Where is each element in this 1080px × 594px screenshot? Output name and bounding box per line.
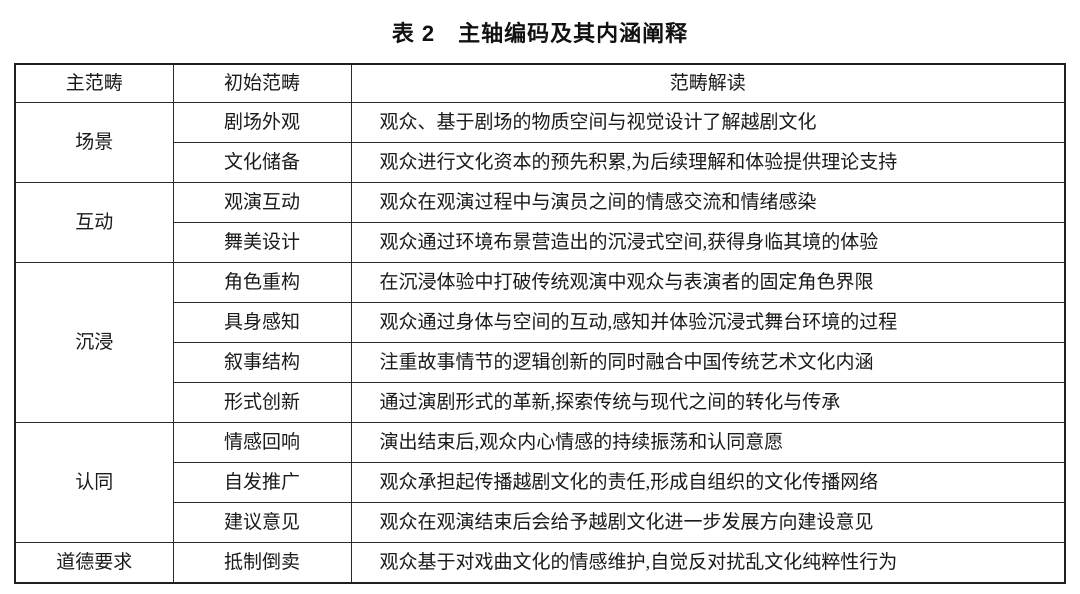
- initial-category-cell: 情感回响: [172, 422, 352, 463]
- header-main-category: 主范畴: [14, 63, 174, 103]
- table-row: 场景 剧场外观 观众、基于剧场的物质空间与视觉设计了解越剧文化: [14, 102, 1066, 183]
- table-row: 建议意见 观众在观演结束后会给予越剧文化进一步发展方向建设意见: [15, 502, 1066, 543]
- initial-category-cell: 抵制倒卖: [172, 542, 352, 584]
- main-category-cell: 道德要求: [14, 542, 174, 584]
- interpretation-cell: 通过演剧形式的革新,探索传统与现代之间的转化与传承: [350, 382, 1066, 423]
- interpretation-cell: 观众承担起传播越剧文化的责任,形成自组织的文化传播网络: [350, 462, 1066, 503]
- table-body: 场景 剧场外观 观众、基于剧场的物质空间与视觉设计了解越剧文化 文化储备 观众进行文化资…: [14, 102, 1066, 584]
- interpretation-cell: 观众基于对戏曲文化的情感维护,自觉反对扰乱文化纯粹性行为: [350, 542, 1066, 584]
- table-row: 互动 观演互动 观众在观演过程中与演员之间的情感交流和情绪感染: [14, 182, 1066, 263]
- initial-category-cell: 舞美设计: [172, 222, 352, 263]
- interpretation-cell: 观众、基于剧场的物质空间与视觉设计了解越剧文化: [350, 102, 1066, 143]
- table-row: 具身感知 观众通过身体与空间的互动,感知并体验沉浸式舞台环境的过程: [15, 302, 1066, 343]
- interpretation-cell: 观众在观演过程中与演员之间的情感交流和情绪感染: [350, 182, 1066, 223]
- axial-coding-table: 主范畴 初始范畴 范畴解读 场景 剧场外观 观众、基于剧场的物质空间与视觉设计了解越…: [14, 63, 1066, 584]
- main-category-cell: 沉浸: [14, 262, 174, 423]
- initial-category-cell: 建议意见: [172, 502, 352, 543]
- initial-category-cell: 叙事结构: [172, 342, 352, 383]
- initial-category-cell: 观演互动: [172, 182, 352, 223]
- table-row: 认同 情感回响 演出结束后,观众内心情感的持续振荡和认同意愿: [14, 422, 1066, 543]
- main-category-cell: 互动: [14, 182, 174, 263]
- table-row: 自发推广 观众承担起传播越剧文化的责任,形成自组织的文化传播网络: [15, 462, 1066, 503]
- table-row: 形式创新 通过演剧形式的革新,探索传统与现代之间的转化与传承: [15, 382, 1066, 423]
- header-row: 主范畴 初始范畴 范畴解读: [14, 63, 1066, 103]
- interpretation-cell: 演出结束后,观众内心情感的持续振荡和认同意愿: [350, 422, 1066, 463]
- initial-category-cell: 形式创新: [172, 382, 352, 423]
- interpretation-cell: 观众通过身体与空间的互动,感知并体验沉浸式舞台环境的过程: [350, 302, 1066, 343]
- header-initial-category: 初始范畴: [172, 63, 352, 103]
- initial-category-cell: 自发推广: [172, 462, 352, 503]
- initial-category-cell: 文化储备: [172, 142, 352, 183]
- interpretation-cell: 在沉浸体验中打破传统观演中观众与表演者的固定角色界限: [350, 262, 1066, 303]
- initial-category-cell: 具身感知: [172, 302, 352, 343]
- interpretation-cell: 观众通过环境布景营造出的沉浸式空间,获得身临其境的体验: [350, 222, 1066, 263]
- interpretation-cell: 观众进行文化资本的预先积累,为后续理解和体验提供理论支持: [350, 142, 1066, 183]
- table-row: 叙事结构 注重故事情节的逻辑创新的同时融合中国传统艺术文化内涵: [15, 342, 1066, 383]
- interpretation-cell: 观众在观演结束后会给予越剧文化进一步发展方向建设意见: [350, 502, 1066, 543]
- interpretation-cell: 注重故事情节的逻辑创新的同时融合中国传统艺术文化内涵: [350, 342, 1066, 383]
- header-interpretation: 范畴解读: [350, 63, 1066, 103]
- table-title: 表 2 主轴编码及其内涵阐释: [391, 21, 689, 46]
- main-category-cell: 场景: [14, 102, 174, 183]
- initial-category-cell: 角色重构: [172, 262, 352, 303]
- table-row: 道德要求 抵制倒卖 观众基于对戏曲文化的情感维护,自觉反对扰乱文化纯粹性行为: [14, 542, 1066, 584]
- table-row: 文化储备 观众进行文化资本的预先积累,为后续理解和体验提供理论支持: [15, 142, 1066, 183]
- initial-category-cell: 剧场外观: [172, 102, 352, 143]
- table-header: 主范畴 初始范畴 范畴解读: [14, 63, 1066, 103]
- table-row: 沉浸 角色重构 在沉浸体验中打破传统观演中观众与表演者的固定角色界限: [14, 262, 1066, 423]
- table-row: 舞美设计 观众通过环境布景营造出的沉浸式空间,获得身临其境的体验: [15, 222, 1066, 263]
- main-category-cell: 认同: [14, 422, 174, 543]
